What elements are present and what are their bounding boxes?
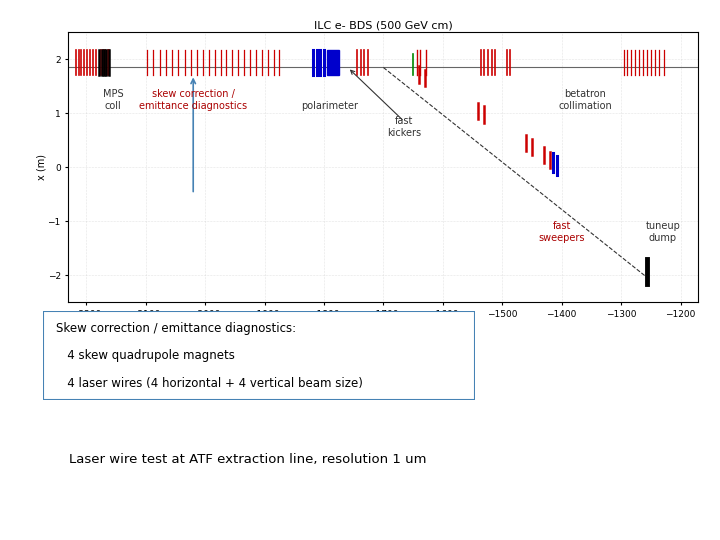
Text: 4 skew quadrupole magnets: 4 skew quadrupole magnets	[56, 348, 235, 362]
FancyBboxPatch shape	[43, 310, 475, 400]
Text: MPS
coll: MPS coll	[103, 89, 123, 111]
Text: Laser wire test at ATF extraction line, resolution 1 um: Laser wire test at ATF extraction line, …	[68, 453, 426, 465]
Text: skew correction /
emittance diagnostics: skew correction / emittance diagnostics	[139, 89, 247, 111]
Text: Skew correction / emittance diagnostics:: Skew correction / emittance diagnostics:	[56, 322, 297, 335]
Text: 4 laser wires (4 horizontal + 4 vertical beam size): 4 laser wires (4 horizontal + 4 vertical…	[56, 377, 363, 390]
Title: ILC e- BDS (500 GeV cm): ILC e- BDS (500 GeV cm)	[314, 20, 453, 30]
Y-axis label: x (m): x (m)	[36, 154, 46, 180]
Text: fast
sweepers: fast sweepers	[539, 221, 585, 243]
Text: tuneup
dump: tuneup dump	[645, 221, 680, 243]
X-axis label: Z (m): Z (m)	[370, 325, 397, 335]
Text: fast
kickers: fast kickers	[387, 116, 421, 138]
Bar	[327, 50, 339, 75]
Text: polarimeter: polarimeter	[302, 100, 359, 111]
Text: betatron
collimation: betatron collimation	[559, 89, 612, 111]
